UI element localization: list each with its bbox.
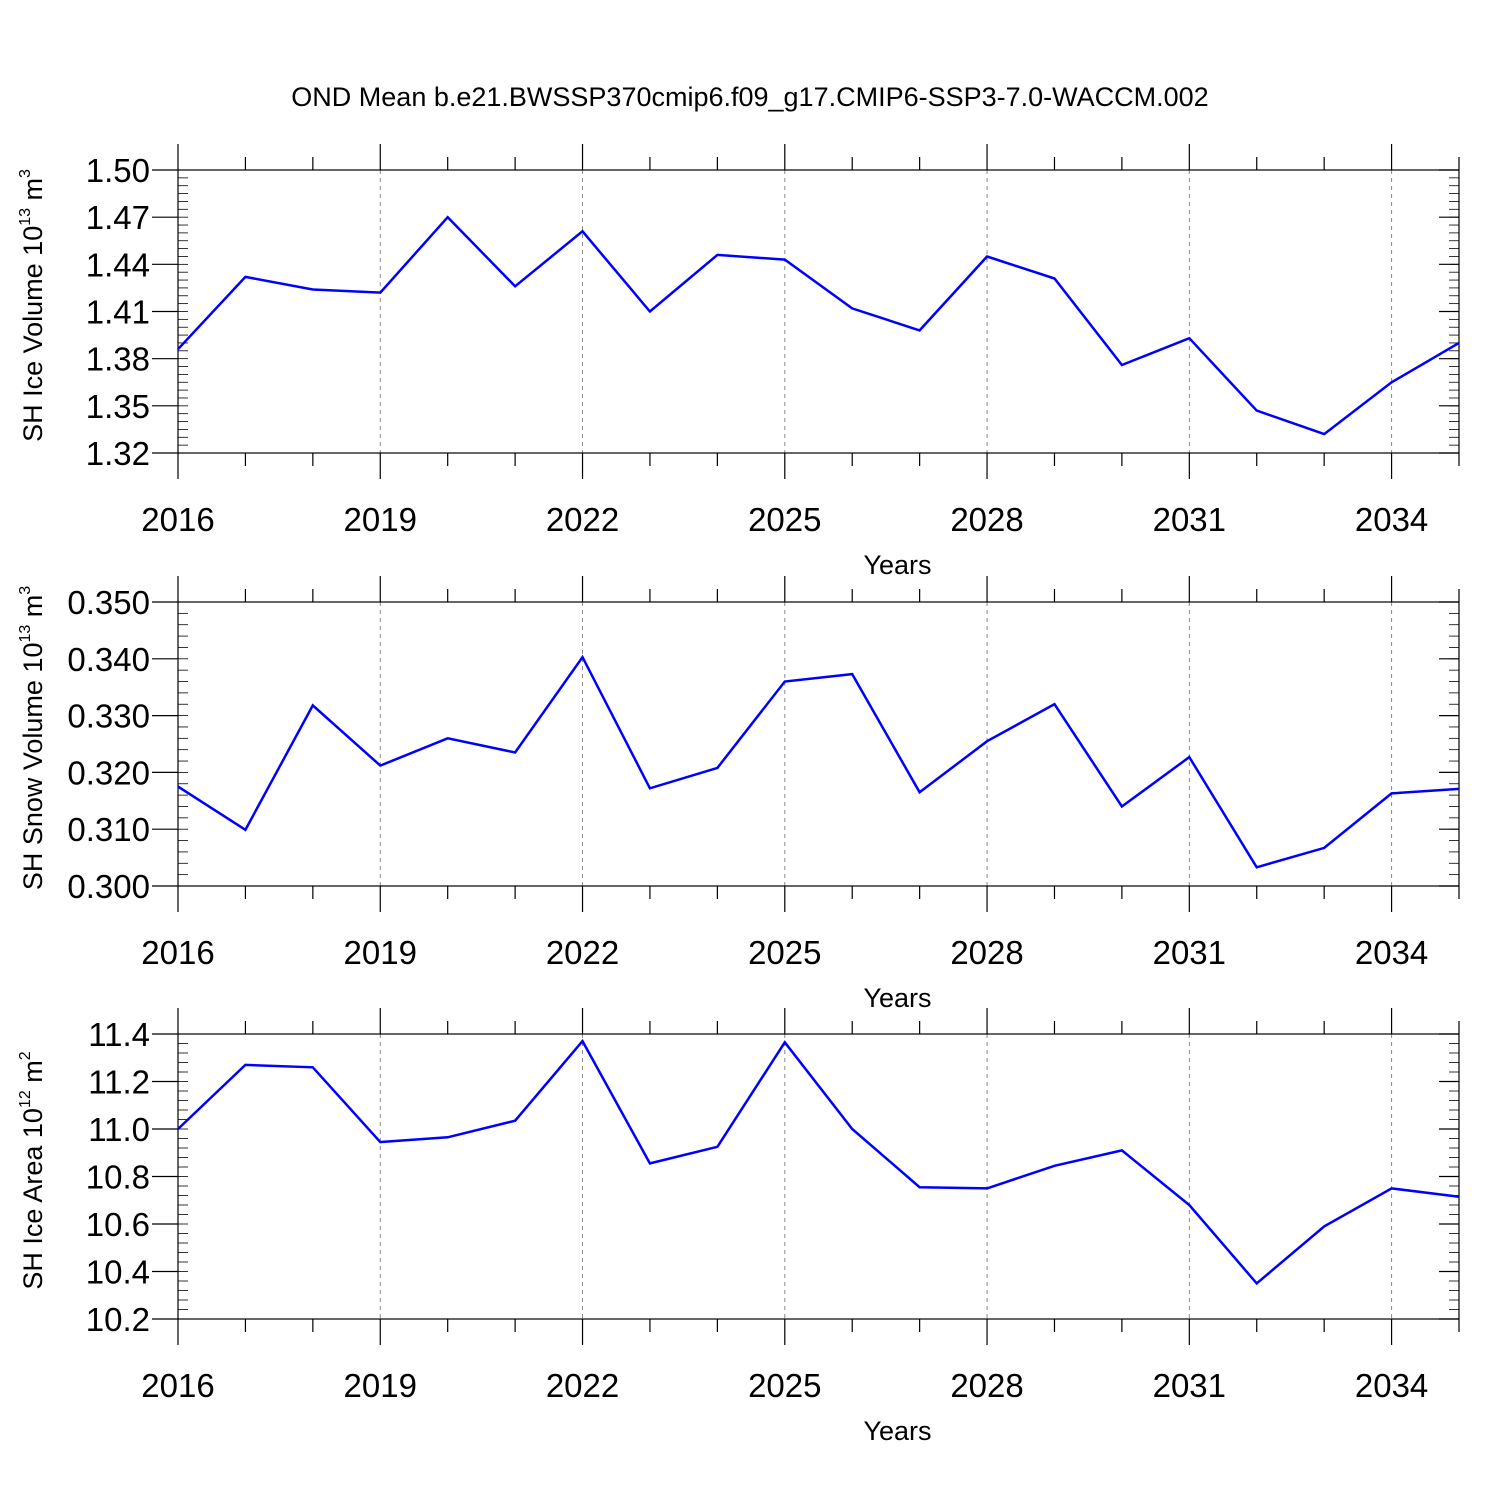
y-axis-label-ice-volume: SH Ice Volume 1013 m3 (17, 169, 48, 442)
y-tick-label-10.8: 10.8 (86, 1159, 150, 1196)
y-tick-label-1.38: 1.38 (86, 341, 150, 378)
x-tick-label-2019: 2019 (344, 501, 417, 538)
y-tick-label-0.310: 0.310 (67, 811, 150, 848)
y-tick-label-0.330: 0.330 (67, 698, 150, 735)
x-tick-label-2025: 2025 (748, 1367, 821, 1404)
y-tick-label-1.32: 1.32 (86, 435, 150, 472)
y-tick-label-0.340: 0.340 (67, 641, 150, 678)
y-axis-label-text: SH Snow Volume 10 (18, 643, 48, 891)
x-tick-label-2022: 2022 (546, 934, 619, 971)
y-axis-label-superscript: 3 (17, 169, 34, 178)
x-tick-label-2019: 2019 (344, 934, 417, 971)
y-axis-label-superscript: 13 (17, 208, 34, 226)
y-tick-label-1.44: 1.44 (86, 246, 150, 283)
x-tick-label-2034: 2034 (1355, 1367, 1428, 1404)
panel-ice-area: 2016 2019 2022 2025 2028 2031 2034 10.2 10.4 10.6… (17, 1008, 1460, 1446)
plot-frame-snow-volume (177, 601, 1460, 887)
y-tick-label-11.2: 11.2 (88, 1064, 150, 1101)
x-tick-label-2016: 2016 (141, 1367, 214, 1404)
y-axis-label-text: m (18, 595, 48, 625)
panel-ice-volume: 2016 2019 2022 2025 2028 2031 2034 1.32 1.35 1.38… (17, 144, 1460, 580)
y-tick-label-10.2: 10.2 (86, 1301, 150, 1338)
y-axis-label-snow-volume: SH Snow Volume 1013 m3 (17, 586, 48, 890)
y-axis-label-text: SH Ice Area 10 (18, 1108, 48, 1290)
plot-frame-ice-volume (177, 169, 1460, 454)
y-tick-label-1.41: 1.41 (86, 294, 150, 331)
x-axis-label-snow-volume: Years (863, 983, 931, 1013)
x-tick-label-2034: 2034 (1355, 501, 1428, 538)
x-tick-label-2031: 2031 (1153, 501, 1226, 538)
x-tick-label-2034: 2034 (1355, 934, 1428, 971)
y-axis-label-ice-area: SH Ice Area 1012 m2 (17, 1051, 48, 1289)
y-tick-label-0.300: 0.300 (67, 868, 150, 905)
y-tick-label-1.50: 1.50 (86, 152, 150, 189)
x-tick-label-2016: 2016 (141, 934, 214, 971)
x-tick-label-2016: 2016 (141, 501, 214, 538)
x-tick-label-2031: 2031 (1153, 1367, 1226, 1404)
x-tick-label-2022: 2022 (546, 1367, 619, 1404)
y-axis-label-superscript: 3 (17, 586, 34, 595)
y-tick-label-11.0: 11.0 (88, 1111, 150, 1148)
y-tick-label-11.4: 11.4 (88, 1016, 150, 1053)
x-tick-label-2022: 2022 (546, 501, 619, 538)
x-tick-label-2019: 2019 (344, 1367, 417, 1404)
y-axis-label-text: SH Ice Volume 10 (18, 226, 48, 442)
y-axis-label-superscript: 2 (17, 1051, 34, 1060)
x-tick-label-2025: 2025 (748, 501, 821, 538)
series-line-snow-volume (177, 654, 1460, 869)
x-tick-label-2025: 2025 (748, 934, 821, 971)
x-axis-label-ice-area: Years (863, 1416, 931, 1446)
y-axis-label-text: m (18, 1060, 48, 1090)
x-axis-label-ice-volume: Years (863, 550, 931, 580)
y-tick-label-10.4: 10.4 (86, 1254, 150, 1291)
x-tick-label-2028: 2028 (950, 1367, 1023, 1404)
y-axis-label-superscript: 13 (17, 625, 34, 643)
panel-snow-volume: 2016 2019 2022 2025 2028 2031 2034 0.300 0.310 0.… (17, 576, 1460, 1013)
series-line-ice-volume (177, 215, 1460, 436)
y-tick-label-10.6: 10.6 (86, 1206, 150, 1243)
y-axis-label-superscript: 12 (17, 1090, 34, 1108)
x-tick-label-2028: 2028 (950, 934, 1023, 971)
plot-frame-ice-area (177, 1033, 1460, 1320)
y-tick-label-1.47: 1.47 (86, 199, 150, 236)
y-tick-label-0.350: 0.350 (67, 584, 150, 621)
y-axis-label-text: m (18, 178, 48, 208)
figure-title: OND Mean b.e21.BWSSP370cmip6.f09_g17.CMI… (291, 82, 1208, 112)
y-tick-label-1.35: 1.35 (86, 388, 150, 425)
x-tick-label-2031: 2031 (1153, 934, 1226, 971)
series-line-ice-area (177, 1038, 1460, 1286)
x-tick-label-2028: 2028 (950, 501, 1023, 538)
y-tick-label-0.320: 0.320 (67, 754, 150, 791)
